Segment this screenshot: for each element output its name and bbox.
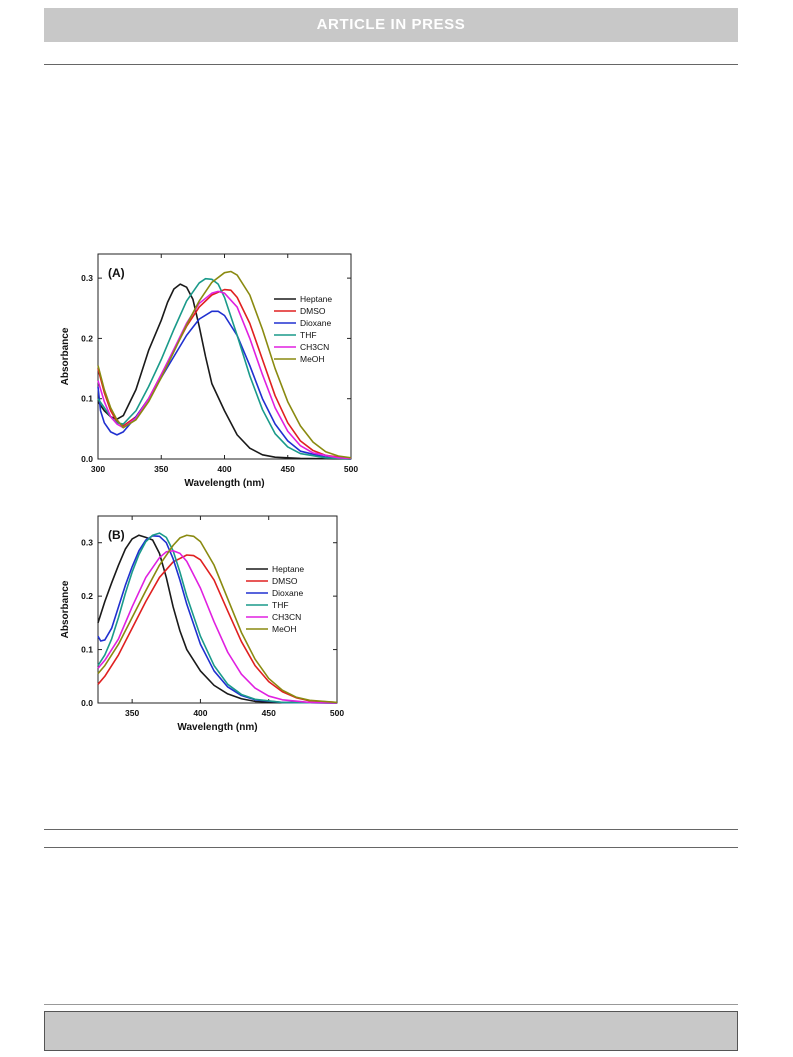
footer-rule — [44, 1004, 738, 1005]
absorbance-chart-a: 300 350 400 450 500 0.0 0.1 0.2 0.3 Wavelength (n… — [60, 253, 358, 489]
chart-a-series-line-dioxane — [97, 310, 352, 460]
chart-b-series-line-thf — [97, 532, 338, 704]
chart-a-series-line-ch3cn — [97, 290, 352, 460]
chart-b-y-tick-label: 0.3 — [81, 538, 93, 548]
chart-a-x-tick-label: 500 — [344, 464, 358, 474]
chart-b-series-line-heptane — [97, 534, 338, 704]
section-rule-top — [44, 829, 738, 830]
chart-a-series-line-heptane — [97, 283, 352, 460]
chart-a-legend-label: CH3CN — [300, 342, 329, 352]
chart-b-legend-label: Heptane — [272, 564, 304, 574]
chart-a-series-line-meoh — [97, 270, 352, 459]
chart-a-legend-label: Dioxane — [300, 318, 331, 328]
chart-b-series-line-dioxane — [97, 534, 338, 704]
chart-a-legend-label: DMSO — [300, 306, 326, 316]
chart-b-y-tick-label: 0.1 — [81, 645, 93, 655]
chart-a-y-tick-label: 0.3 — [81, 273, 93, 283]
chart-b-legend-label: THF — [272, 600, 289, 610]
absorbance-chart-b: 350 400 450 500 0.0 0.1 0.2 0.3 Wavelength (nm) A… — [60, 515, 344, 733]
chart-b-x-tick-label: 500 — [330, 708, 344, 718]
chart-b-plot-frame — [97, 515, 338, 704]
chart-a-legend-label: Heptane — [300, 294, 332, 304]
chart-b-series-line-dmso — [97, 554, 338, 704]
chart-a-x-tick-label: 300 — [91, 464, 105, 474]
chart-b-legend-label: CH3CN — [272, 612, 301, 622]
chart-b-legend-label: MeOH — [272, 624, 297, 634]
chart-b-y-tick-label: 0.2 — [81, 591, 93, 601]
chart-b-series-line-ch3cn — [97, 549, 338, 704]
chart-a-x-tick-label: 450 — [281, 464, 295, 474]
chart-b-x-tick-label: 400 — [193, 708, 207, 718]
chart-a-x-axis-label: Wavelength (nm) — [184, 478, 264, 489]
chart-a-y-axis-label: Absorbance — [60, 327, 71, 385]
chart-b-panel-label: (B) — [108, 528, 125, 542]
chart-a-legend-label: THF — [300, 330, 317, 340]
chart-b-legend-label: DMSO — [272, 576, 298, 586]
chart-a-y-tick-label: 0.2 — [81, 333, 93, 343]
chart-a-y-tick-label: 0.1 — [81, 394, 93, 404]
section-rule-bottom — [44, 847, 738, 848]
header-rule — [44, 64, 738, 65]
chart-a-x-tick-label: 400 — [217, 464, 231, 474]
chart-a-series-line-thf — [97, 277, 352, 460]
chart-b-x-tick-label: 350 — [125, 708, 139, 718]
article-in-press-banner: ARTICLE IN PRESS — [44, 8, 738, 42]
chart-a-panel-label: (A) — [108, 266, 125, 280]
chart-b-legend-label: Dioxane — [272, 588, 303, 598]
chart-b-series-line-meoh — [97, 534, 338, 704]
chart-a-x-tick-label: 350 — [154, 464, 168, 474]
chart-b-x-tick-label: 450 — [262, 708, 276, 718]
chart-a-legend-label: MeOH — [300, 354, 325, 364]
chart-b-x-axis-label: Wavelength (nm) — [177, 722, 257, 733]
chart-b-y-tick-label: 0.0 — [81, 698, 93, 708]
chart-b-y-axis-label: Absorbance — [60, 580, 71, 638]
chart-a-y-tick-label: 0.0 — [81, 454, 93, 464]
footer-bar — [44, 1011, 738, 1051]
